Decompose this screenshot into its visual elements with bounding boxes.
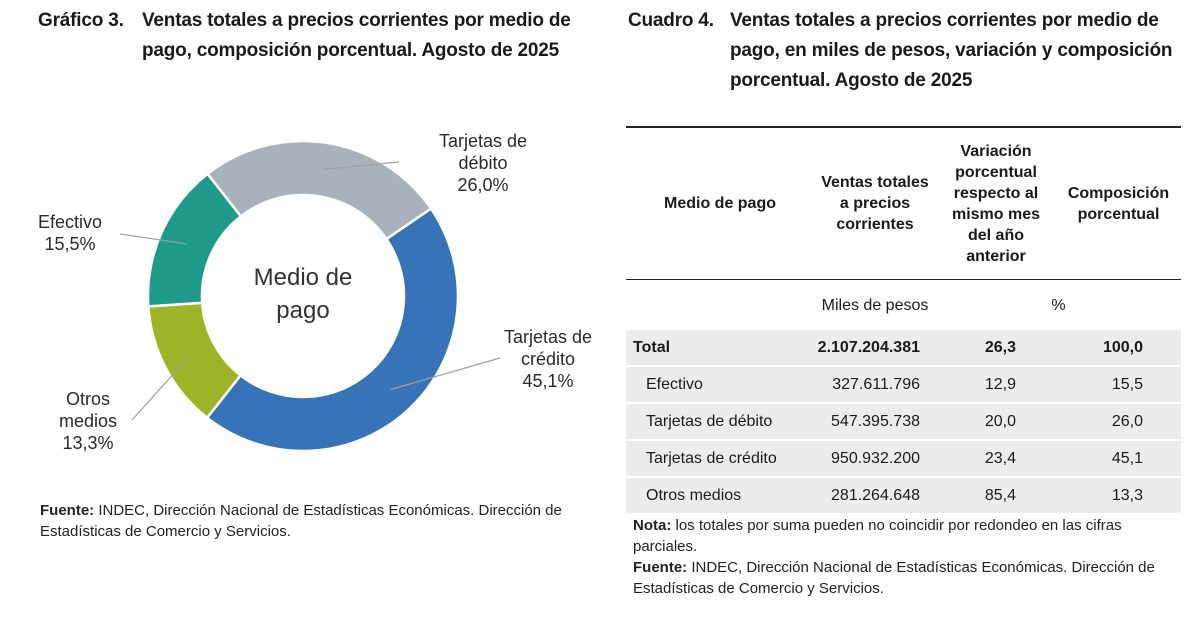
- header-composicion: Composición porcentual: [1056, 126, 1181, 280]
- table-source: Fuente: INDEC, Dirección Nacional de Est…: [633, 557, 1178, 599]
- row-label: Efectivo: [626, 366, 814, 404]
- table-row: Efectivo 327.611.796 12,9 15,5: [626, 366, 1181, 404]
- row-label: Total: [626, 330, 814, 367]
- units-ventas: Miles de pesos: [821, 296, 929, 314]
- cell-variacion: 26,3: [936, 330, 1056, 367]
- header-medio: Medio de pago: [626, 126, 814, 280]
- slice-label-otros-medios: Otros medios 13,3%: [59, 389, 117, 453]
- row-label: Tarjetas de débito: [626, 403, 814, 441]
- leader-line-tarjetas-de-credito: [390, 357, 501, 391]
- header-variacion: Variación porcentual respecto al mismo m…: [936, 126, 1056, 280]
- leader-line-otros-medios: [131, 355, 191, 421]
- cell-composicion: 100,0: [1056, 330, 1181, 367]
- table-title: Ventas totales a precios corrientes por …: [730, 10, 1173, 91]
- sales-table: Medio de pago Ventas totales a precios c…: [626, 126, 1181, 515]
- table-source-text: INDEC, Dirección Nacional de Estadística…: [633, 559, 1155, 597]
- chart-source-text: INDEC, Dirección Nacional de Estadística…: [40, 502, 562, 540]
- table-number: Cuadro 4.: [628, 10, 714, 31]
- center-label-line-2: pago: [276, 297, 329, 324]
- cell-variacion: 12,9: [936, 366, 1056, 404]
- cell-ventas: 547.395.738: [814, 403, 936, 441]
- cell-ventas: 2.107.204.381: [814, 330, 936, 367]
- chart-source: Fuente: INDEC, Dirección Nacional de Est…: [40, 500, 580, 542]
- table-row: Otros medios 281.264.648 85,4 13,3: [626, 477, 1181, 515]
- leader-lines: [119, 161, 501, 421]
- leader-line-efectivo: [119, 233, 187, 245]
- donut-slice-tarjetas-de-credito: [205, 206, 460, 453]
- table-note-label: Nota:: [633, 517, 672, 534]
- slice-label-tarjetas-de-credito: Tarjetas de crédito 45,1%: [504, 327, 592, 391]
- table-row: Tarjetas de crédito 950.932.200 23,4 45,…: [626, 440, 1181, 478]
- slice-label-tarjetas-de-debito: Tarjetas de débito 26,0%: [439, 131, 527, 195]
- slice-label-efectivo: Efectivo 15,5%: [38, 212, 102, 254]
- cell-ventas: 950.932.200: [814, 440, 936, 478]
- table-note-text: los totales por suma pueden no coincidir…: [633, 517, 1122, 555]
- leader-line-tarjetas-de-debito: [322, 161, 400, 171]
- cell-composicion: 13,3: [1056, 477, 1181, 515]
- donut-slice-efectivo: [146, 172, 243, 308]
- donut-slice-tarjetas-de-debito: [205, 139, 433, 241]
- row-label: Otros medios: [626, 477, 814, 515]
- cell-ventas: 281.264.648: [814, 477, 936, 515]
- cell-composicion: 45,1: [1056, 440, 1181, 478]
- cell-ventas: 327.611.796: [814, 366, 936, 404]
- chart-number: Gráfico 3.: [38, 10, 124, 31]
- cell-variacion: 23,4: [936, 440, 1056, 478]
- center-label-line-1: Medio de: [254, 264, 353, 291]
- cell-variacion: 85,4: [936, 477, 1056, 515]
- cell-composicion: 15,5: [1056, 366, 1181, 404]
- donut-chart: Tarjetas de débito 26,0% Tarjetas de crédito…: [38, 131, 592, 453]
- header-ventas: Ventas totales a precios corrientes: [814, 126, 936, 280]
- cell-composicion: 26,0: [1056, 403, 1181, 441]
- table-row: Tarjetas de débito 547.395.738 20,0 26,0: [626, 403, 1181, 441]
- chart-title: Ventas totales a precios corrientes por …: [142, 10, 571, 61]
- slice-labels: Tarjetas de débito 26,0% Tarjetas de crédito…: [38, 131, 592, 453]
- units-empty: [626, 280, 814, 331]
- table-row-total: Total 2.107.204.381 26,3 100,0: [626, 330, 1181, 367]
- table-notes: Nota: los totales por suma pueden no coi…: [633, 515, 1178, 599]
- donut-slices: [146, 139, 460, 453]
- table-note: Nota: los totales por suma pueden no coi…: [633, 515, 1178, 557]
- chart-source-label: Fuente:: [40, 502, 95, 519]
- table-source-label: Fuente:: [633, 559, 688, 576]
- cell-variacion: 20,0: [936, 403, 1056, 441]
- units-pct: %: [1051, 296, 1066, 314]
- row-label: Tarjetas de crédito: [626, 440, 814, 478]
